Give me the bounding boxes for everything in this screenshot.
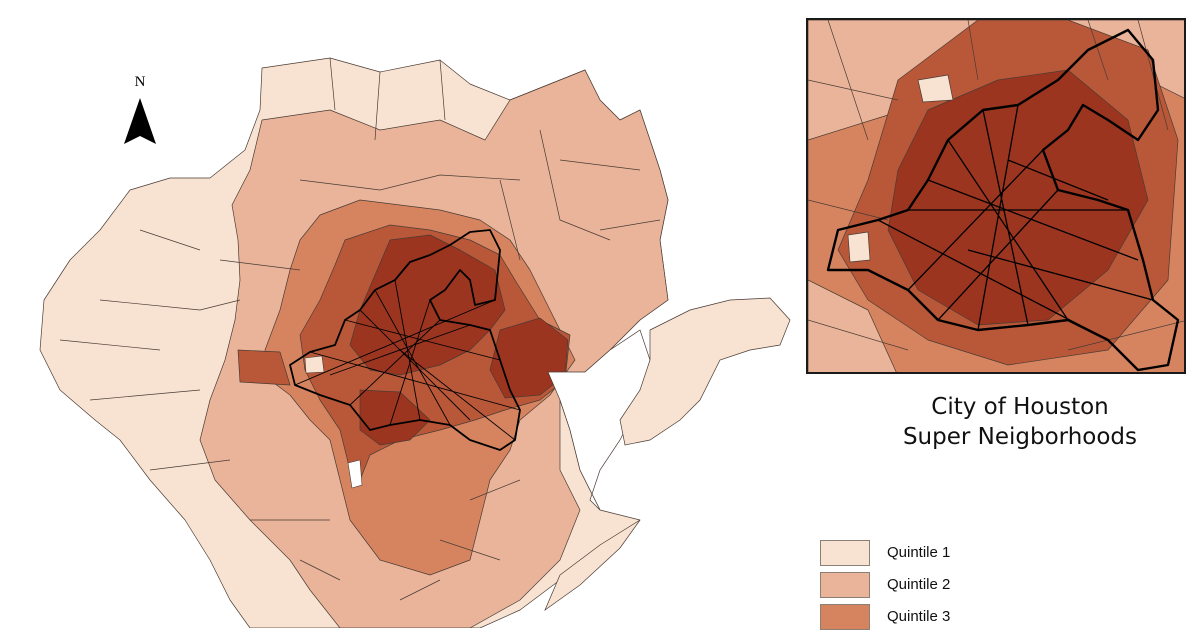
inset-quintile-1-patch [917,74,954,103]
city-of-houston-boundary [289,229,521,451]
region-west-quintile-4 [237,349,291,386]
legend-label: Quintile 1 [887,544,951,561]
inset-title-line-2: Super Neigborhoods [902,424,1138,450]
coast-island [544,519,641,612]
downtown-tract [304,355,325,374]
legend-item-quintile-2: Quintile 2 [820,572,1040,600]
bay-inlet-white [347,459,363,489]
legend-swatch [820,540,870,566]
legend-label: Quintile 2 [887,576,951,593]
inset-city-boundary [826,28,1180,372]
region-south-quintile-5 [359,389,431,446]
peninsula-quintile-1 [619,297,791,446]
legend-label: Quintile 3 [887,608,951,625]
inset-quintile-1-west [847,231,871,263]
region-center-quintile-5 [349,234,506,376]
inset-title-line-1: City of Houston [931,394,1109,420]
inset-title: City of Houston Super Neigborhoods [880,392,1160,452]
inset-quintile-5 [887,69,1149,326]
north-arrow-icon [124,98,156,144]
north-arrow: N [120,74,160,148]
inset-map-svg [808,20,1184,372]
inset-super-neighborhood-lines [877,104,1154,341]
super-neighborhood-lines [294,279,521,441]
inset-map-houston-super-neighborhoods [806,18,1186,374]
north-letter: N [134,74,146,90]
region-east-quintile-5 [489,317,569,399]
legend-swatch [820,572,870,598]
regional-choropleth-map [39,57,791,628]
legend-item-quintile-3: Quintile 3 [820,604,1040,632]
inset-quintile-2-south [808,279,897,372]
bay-water [547,329,651,511]
legend-item-quintile-1: Quintile 1 [820,540,1040,568]
legend-swatch [820,604,870,630]
